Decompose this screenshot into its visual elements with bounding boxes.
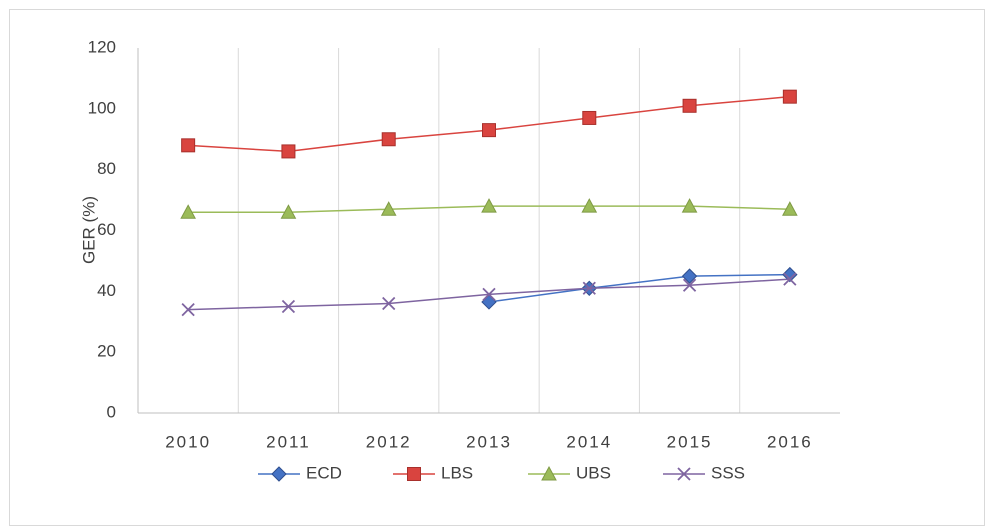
marker xyxy=(481,198,497,213)
y-tick-label: 0 xyxy=(107,402,116,421)
marker xyxy=(380,201,397,216)
marker xyxy=(681,268,698,284)
y-tick-label: 40 xyxy=(97,281,116,300)
marker xyxy=(582,281,596,295)
legend-marker xyxy=(541,465,557,481)
legend-marker xyxy=(271,466,287,482)
marker xyxy=(682,98,697,113)
legend-label: SSS xyxy=(711,463,745,482)
marker xyxy=(281,299,296,314)
y-tick-label: 120 xyxy=(88,37,116,56)
marker xyxy=(581,198,598,213)
marker xyxy=(181,138,196,153)
legend-label: LBS xyxy=(441,463,473,482)
x-tick-label: 2011 xyxy=(266,432,311,451)
marker xyxy=(382,296,396,311)
y-tick-label: 20 xyxy=(97,342,116,361)
x-tick-label: 2010 xyxy=(165,432,211,451)
marker xyxy=(582,110,597,125)
y-tick-label: 60 xyxy=(97,220,116,239)
y-tick-label: 80 xyxy=(97,159,116,178)
marker xyxy=(681,198,698,213)
x-tick-label: 2014 xyxy=(566,432,612,451)
marker xyxy=(482,123,496,138)
marker xyxy=(782,89,797,104)
x-tick-label: 2012 xyxy=(366,432,412,451)
marker xyxy=(783,272,797,286)
marker xyxy=(381,132,396,147)
marker xyxy=(782,266,798,283)
marker xyxy=(782,201,798,216)
legend-marker xyxy=(407,467,421,481)
marker xyxy=(180,204,196,219)
x-tick-label: 2013 xyxy=(466,432,512,451)
marker xyxy=(181,302,195,317)
legend-label: ECD xyxy=(306,463,342,482)
x-tick-label: 2015 xyxy=(667,432,713,451)
marker xyxy=(482,287,496,302)
chart-border xyxy=(9,9,985,526)
marker xyxy=(280,204,297,219)
marker xyxy=(682,278,697,292)
series-line xyxy=(488,273,790,303)
legend-label: UBS xyxy=(576,463,611,482)
legend-marker xyxy=(677,467,691,481)
x-tick-label: 2016 xyxy=(767,432,813,451)
marker xyxy=(281,144,296,159)
y-axis-label: GER (%) xyxy=(79,196,98,264)
y-tick-label: 100 xyxy=(88,98,116,117)
